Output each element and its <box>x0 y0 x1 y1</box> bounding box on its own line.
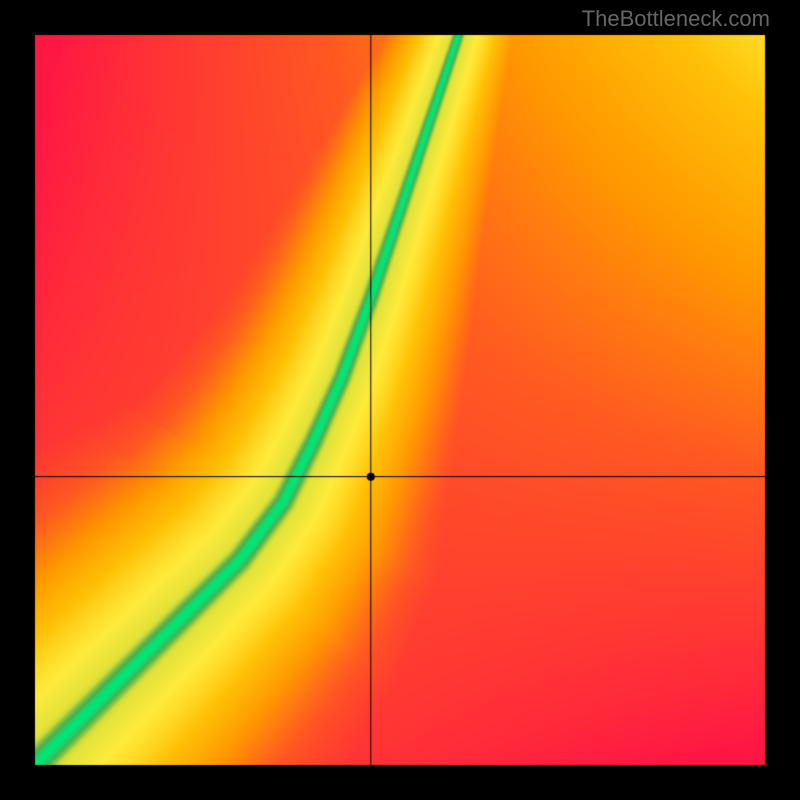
bottleneck-heatmap <box>0 0 800 800</box>
chart-container: TheBottleneck.com <box>0 0 800 800</box>
watermark: TheBottleneck.com <box>582 6 770 32</box>
